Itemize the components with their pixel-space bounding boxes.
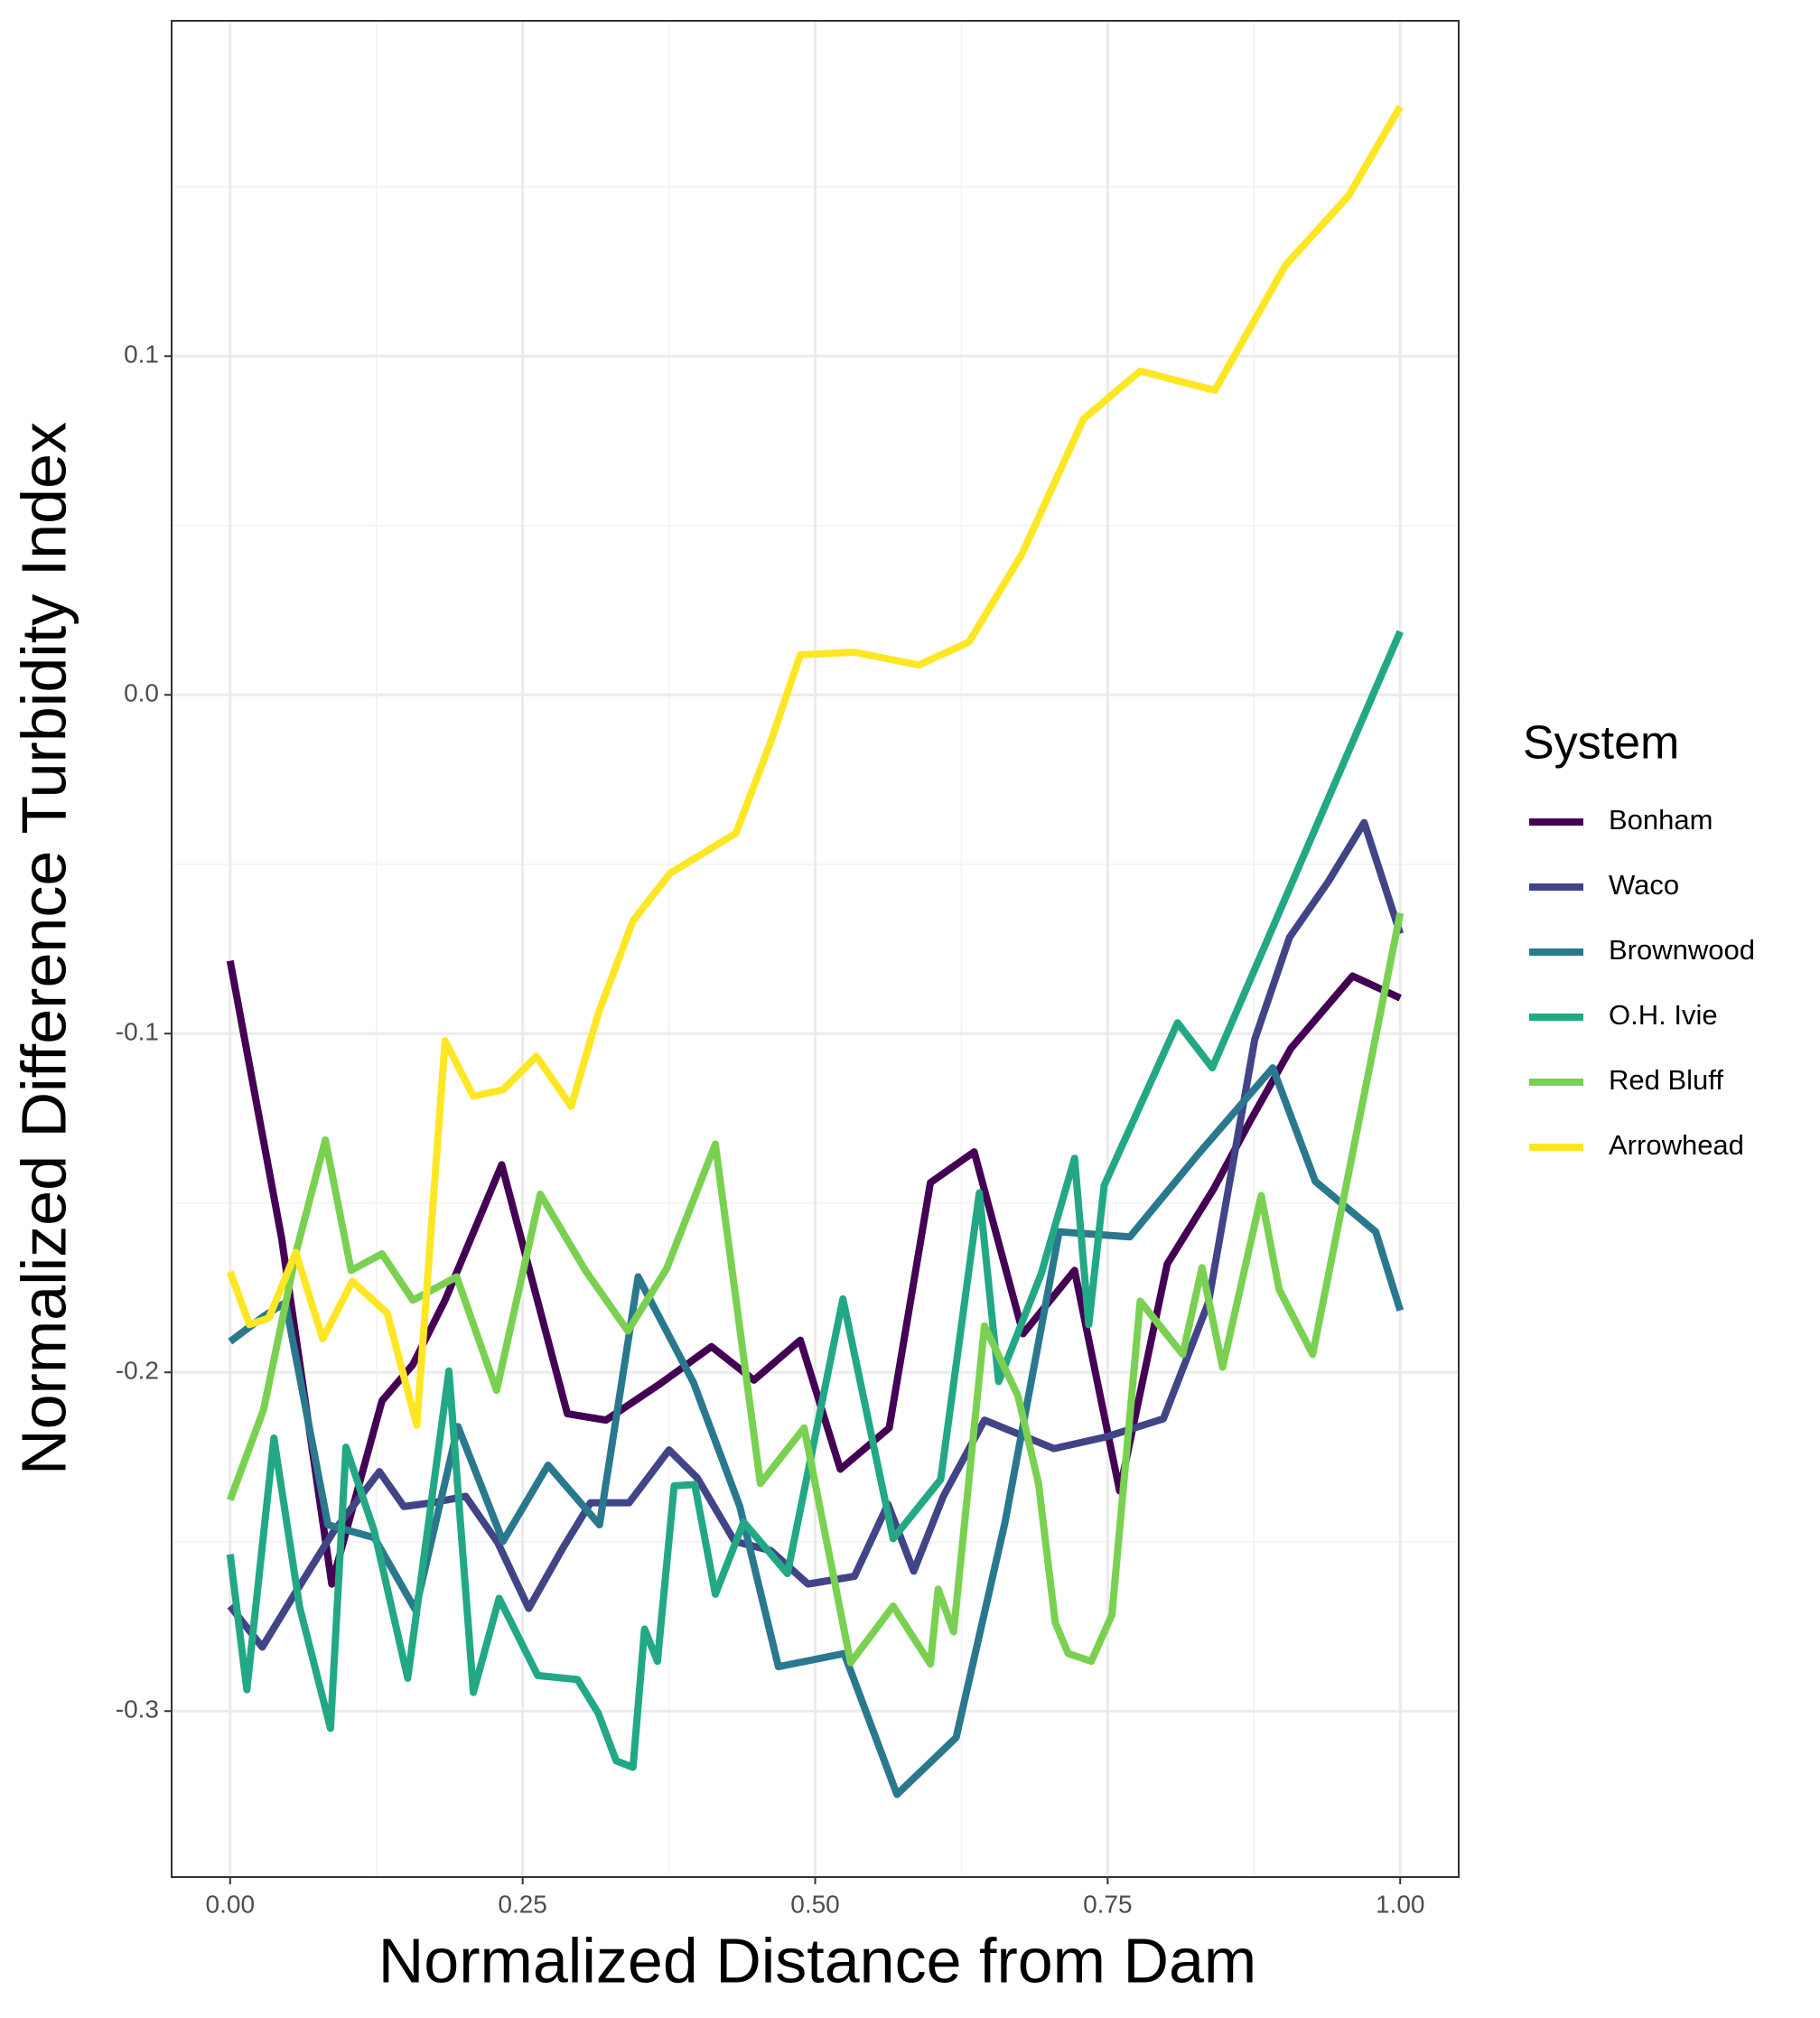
y-tick-label: 0.1 [124, 341, 159, 369]
series-line [227, 104, 1404, 1429]
x-tick-label: 1.00 [1376, 1890, 1425, 1918]
y-tick-label: -0.3 [116, 1696, 159, 1724]
panel-border [171, 20, 1460, 1878]
legend-label: Bonham [1609, 804, 1713, 836]
legend-label: Red Bluff [1609, 1064, 1723, 1096]
series-line [226, 630, 1404, 1771]
y-tick-label: 0.0 [124, 679, 159, 707]
series-line [227, 911, 1405, 1668]
y-tick-label: -0.1 [116, 1018, 159, 1046]
legend-label: O.H. Ivie [1609, 999, 1718, 1031]
legend-title: System [1523, 717, 1679, 770]
x-axis-title: Normalized Distance from Dam [378, 1925, 1256, 1995]
x-tick-label: 0.00 [206, 1890, 256, 1918]
y-tick-label: -0.2 [116, 1357, 159, 1385]
x-tick-label: 0.50 [790, 1890, 840, 1918]
x-tick-label: 0.25 [498, 1890, 547, 1918]
y-axis-title: Normalized Difference Turbidity Index [8, 422, 79, 1475]
legend-label: Brownwood [1609, 934, 1755, 966]
legend-label: Arrowhead [1609, 1129, 1744, 1161]
x-tick-label: 0.75 [1083, 1890, 1133, 1918]
legend-label: Waco [1609, 869, 1679, 901]
